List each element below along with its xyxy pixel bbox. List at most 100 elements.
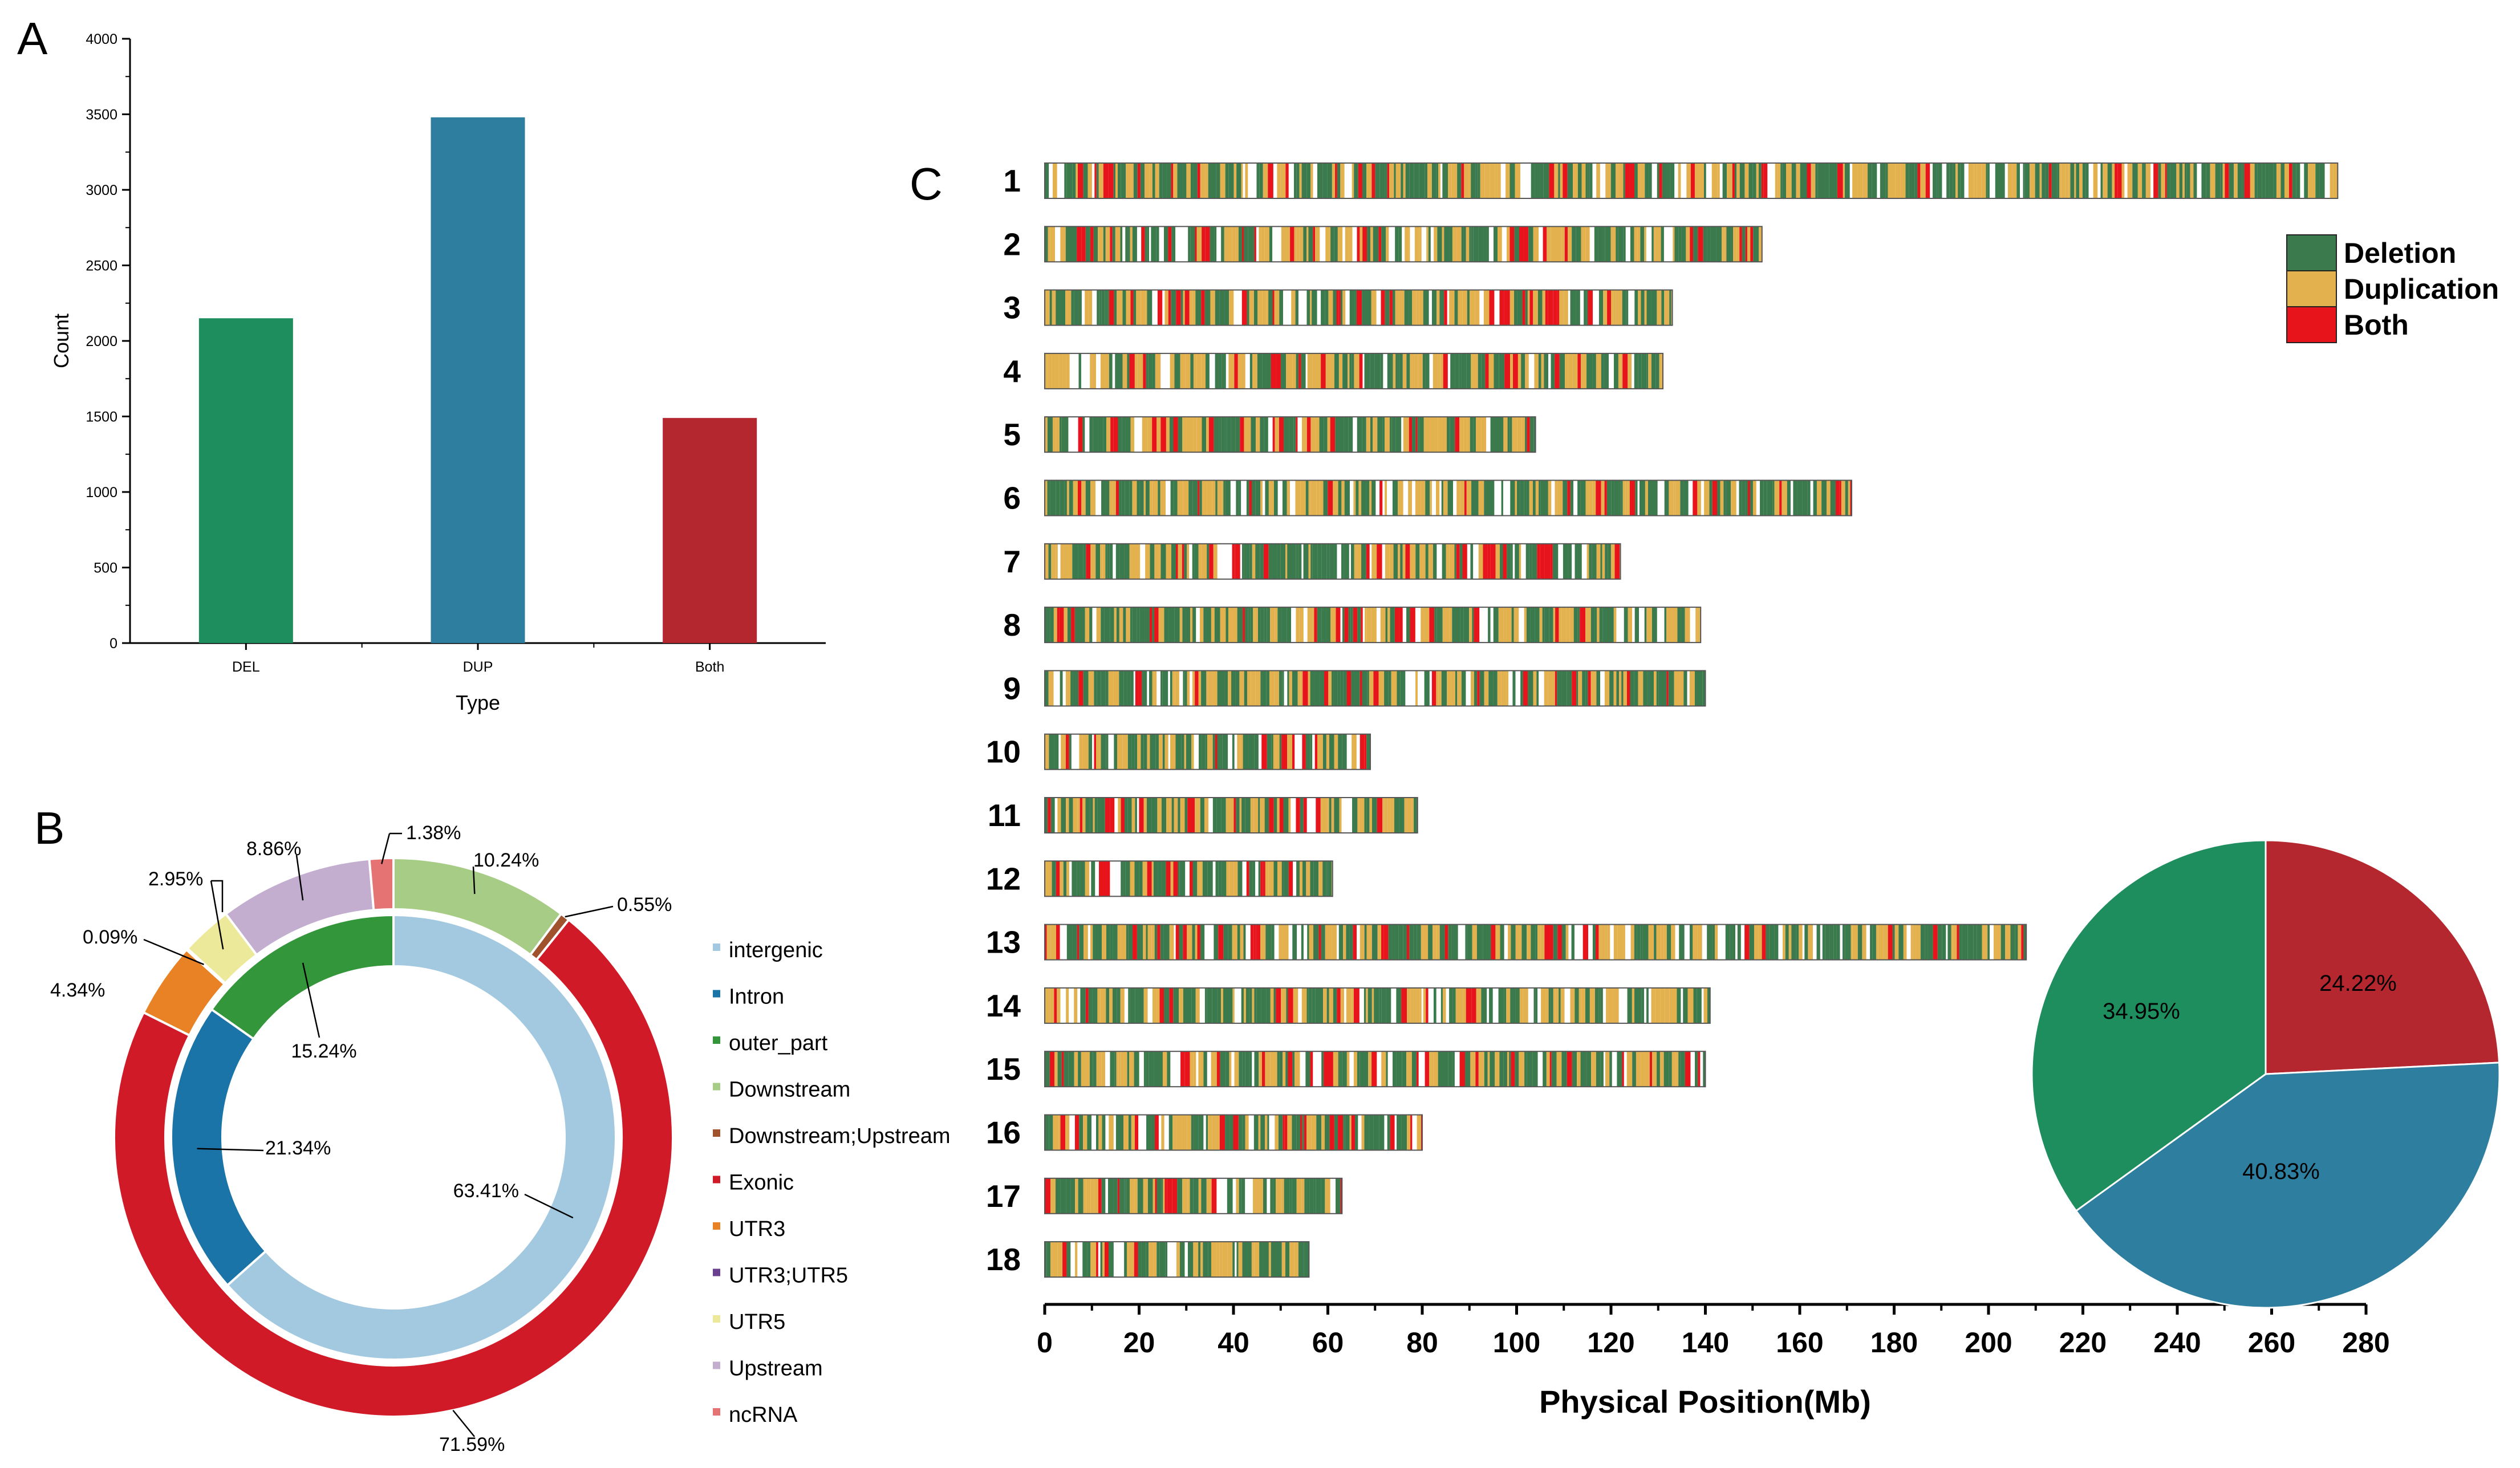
c-cnv-segment <box>1486 226 1489 262</box>
b-label-utr5-leader <box>210 880 224 950</box>
c-cnv-segment <box>1673 226 1675 262</box>
c-cnv-segment <box>1292 670 1298 706</box>
c-cnv-segment <box>1335 417 1341 453</box>
c-cnv-segment <box>1188 226 1191 262</box>
a-y-tick-label: 3500 <box>86 107 117 123</box>
c-cnv-segment <box>1200 163 1206 198</box>
c-cnv-segment <box>1681 226 1686 262</box>
c-chromosome-15: 15 <box>986 1051 1706 1088</box>
c-cnv-segment <box>1211 1178 1217 1214</box>
c-cnv-segment <box>1315 226 1320 262</box>
c-cnv-segment <box>1114 290 1117 326</box>
c-cnv-segment <box>1663 1051 1669 1087</box>
c-cnv-segment <box>1245 1051 1249 1087</box>
c-cnv-segment <box>1470 670 1474 706</box>
c-cnv-segment <box>1336 290 1339 326</box>
c-cnv-segment <box>1402 543 1406 579</box>
c-cnv-segment <box>1575 987 1579 1023</box>
c-cnv-segment <box>1293 163 1297 198</box>
c-cnv-segment <box>1556 1051 1562 1087</box>
c-cnv-segment <box>1065 734 1069 770</box>
c-cnv-segment <box>1146 353 1149 389</box>
c-cnv-segment <box>2068 163 2071 198</box>
c-cnv-segment <box>1655 226 1661 262</box>
c-cnv-segment <box>1732 226 1737 262</box>
c-cnv-segment <box>1666 670 1669 706</box>
c-cnv-segment <box>1288 353 1293 389</box>
c-cnv-segment <box>1330 226 1334 262</box>
c-cnv-segment <box>1543 163 1549 198</box>
c-cnv-segment <box>1722 163 1727 198</box>
c-cnv-segment <box>1925 163 1930 198</box>
c-cnv-segment <box>1215 290 1220 326</box>
c-cnv-segment <box>1312 607 1314 643</box>
c-cnv-segment <box>1223 480 1225 516</box>
c-cnv-segment <box>1129 480 1133 516</box>
c-cnv-segment <box>1614 480 1619 516</box>
c-cnv-segment <box>1095 543 1101 579</box>
c-cnv-segment <box>1184 290 1190 326</box>
c-cnv-segment <box>1366 798 1370 833</box>
c-cnv-segment <box>1457 670 1462 706</box>
c-cnv-segment <box>1222 480 1224 516</box>
c-cnv-segment <box>1876 924 1878 960</box>
c-cnv-segment <box>1381 987 1386 1023</box>
c-cnv-segment <box>1573 607 1578 643</box>
c-cnv-segment <box>1295 480 1301 516</box>
c-cnv-segment <box>1317 734 1323 770</box>
c-cnv-segment <box>1160 480 1166 516</box>
c-cnv-segment <box>1594 607 1597 643</box>
c-cnv-segment <box>1486 924 1491 960</box>
c-chromosome-3: 3 <box>1003 289 1673 326</box>
c-cnv-segment <box>1438 670 1442 706</box>
c-cnv-segment <box>1581 353 1587 389</box>
c-pie-label-del: 34.95% <box>2103 999 2180 1024</box>
c-cnv-segment <box>1387 1115 1390 1150</box>
c-cnv-segment <box>1321 1178 1325 1214</box>
c-cnv-segment <box>1137 607 1140 643</box>
c-cnv-segment <box>1986 163 1988 198</box>
c-cnv-segment <box>1139 861 1143 897</box>
c-cnv-segment <box>1509 163 1515 198</box>
c-cnv-segment <box>1337 670 1341 706</box>
c-cnv-segment <box>1081 1051 1086 1087</box>
c-cnv-segment <box>1066 480 1069 516</box>
c-cnv-segment <box>1304 1178 1307 1214</box>
c-cnv-segment <box>1406 607 1410 643</box>
c-cnv-segment <box>1135 798 1137 833</box>
c-cnv-segment <box>1415 417 1418 453</box>
c-cnv-segment <box>1096 1242 1098 1278</box>
a-x-tick-label: Both <box>695 659 724 675</box>
c-cnv-segment <box>1082 1242 1087 1278</box>
c-cnv-segment <box>1398 924 1403 960</box>
c-cnv-segment <box>2276 163 2279 198</box>
c-cnv-segment <box>1203 1242 1208 1278</box>
c-cnv-segment <box>1381 226 1386 262</box>
c-cnv-segment <box>1707 987 1710 1023</box>
c-cnv-segment <box>1115 226 1121 262</box>
c-cnv-segment <box>1096 1115 1099 1150</box>
c-cnv-segment <box>1232 924 1237 960</box>
c-cnv-segment <box>1475 1051 1479 1087</box>
c-cnv-segment <box>1216 798 1222 833</box>
c-cnv-segment <box>1613 290 1616 326</box>
c-cnv-segment <box>1241 290 1247 326</box>
c-cnv-segment <box>1532 543 1537 579</box>
c-cnv-segment <box>1641 353 1647 389</box>
c-cnv-segment <box>1553 924 1558 960</box>
c-cnv-segment <box>1493 670 1498 706</box>
c-cnv-segment <box>1262 290 1267 326</box>
c-cnv-segment <box>1122 290 1126 326</box>
c-cnv-segment <box>1638 290 1641 326</box>
c-cnv-segment <box>1205 226 1210 262</box>
c-cnv-segment <box>1388 924 1392 960</box>
c-cnv-segment <box>1503 543 1507 579</box>
c-cnv-segment <box>1134 1115 1139 1150</box>
c-cnv-segment <box>1567 163 1573 198</box>
c-cnv-segment <box>1338 924 1344 960</box>
c-cnv-segment <box>1503 607 1507 643</box>
c-cnv-segment <box>1249 543 1252 579</box>
c-cnv-segment <box>1634 353 1638 389</box>
c-cnv-segment <box>1200 1051 1204 1087</box>
c-cnv-segment <box>1510 987 1516 1023</box>
